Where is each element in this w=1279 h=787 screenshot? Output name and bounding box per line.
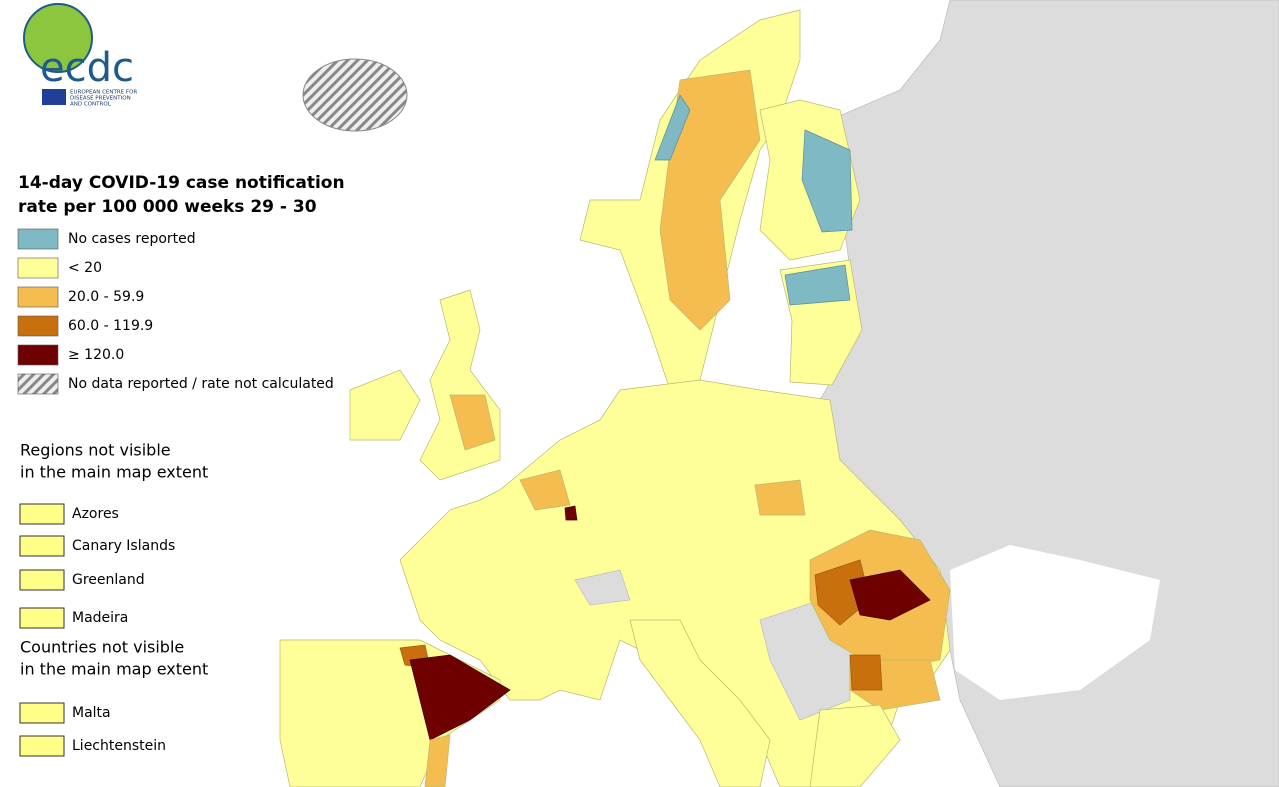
- logo-globe: [23, 3, 93, 73]
- estonia: [784, 264, 851, 306]
- section-title: in the main map extent: [20, 463, 208, 482]
- region-label: Liechtenstein: [72, 738, 166, 754]
- legend-label: No cases reported: [68, 231, 196, 247]
- region-swatch: [19, 569, 65, 591]
- legend-label: 60.0 - 119.9: [68, 318, 153, 334]
- romania-centre: [849, 569, 931, 621]
- legend-title: 14-day COVID-19 case notification: [18, 173, 345, 193]
- section-title: Regions not visible: [20, 441, 171, 460]
- region-label: Madeira: [72, 610, 128, 626]
- logo-subtitle: DISEASE PREVENTION: [70, 96, 131, 102]
- england: [449, 394, 496, 451]
- sweden: [659, 69, 761, 331]
- legend-label: ≥ 120.0: [68, 347, 124, 363]
- legend-swatch: [17, 315, 59, 337]
- logo-subtitle: EUROPEAN CENTRE FOR: [70, 90, 137, 96]
- norway-north: [654, 94, 691, 161]
- romania-west: [814, 559, 871, 626]
- luxembourg: [564, 505, 578, 521]
- region-swatch: [19, 607, 65, 629]
- black-sea: [950, 545, 1160, 700]
- region-swatch: [19, 702, 65, 724]
- switzerland: [574, 569, 631, 606]
- legend-swatch: [17, 228, 59, 250]
- legend: 14-day COVID-19 case notification rate p…: [18, 173, 345, 679]
- region-label: Greenland: [72, 572, 145, 588]
- legend-label: 20.0 - 59.9: [68, 289, 144, 305]
- uk: [419, 289, 501, 481]
- italy: [629, 619, 771, 787]
- region-label: Azores: [72, 506, 119, 522]
- legend-title: rate per 100 000 weeks 29 - 30: [18, 197, 317, 217]
- region-swatch: [19, 535, 65, 557]
- logo-subtitle: AND CONTROL: [70, 102, 112, 108]
- region-label: Malta: [72, 705, 111, 721]
- legend-swatch: [17, 257, 59, 279]
- section-title: in the main map extent: [20, 660, 208, 679]
- legend-swatch: [17, 286, 59, 308]
- region-swatch: [19, 503, 65, 525]
- region-label: Canary Islands: [72, 538, 175, 554]
- spain-east: [424, 734, 451, 787]
- iceland: [302, 58, 408, 132]
- legend-label: < 20: [68, 260, 102, 276]
- logo: ecdc EUROPEAN CENTRE FOR DISEASE PREVENT…: [23, 3, 137, 108]
- belgium: [519, 469, 571, 511]
- legend-label: No data reported / rate not calculated: [68, 376, 334, 392]
- region-swatch: [19, 735, 65, 757]
- eu-flag: [42, 89, 66, 105]
- bulgaria-west: [849, 654, 883, 691]
- ireland: [349, 369, 421, 441]
- section-title: Countries not visible: [20, 638, 184, 657]
- map: [279, 0, 1279, 787]
- legend-swatch: [17, 344, 59, 366]
- greece: [809, 704, 901, 787]
- spain-northeast: [409, 654, 511, 741]
- finland-east: [801, 129, 853, 233]
- legend-swatch: [17, 373, 59, 395]
- logo-text: ecdc: [40, 45, 134, 91]
- germany-spot: [754, 479, 806, 516]
